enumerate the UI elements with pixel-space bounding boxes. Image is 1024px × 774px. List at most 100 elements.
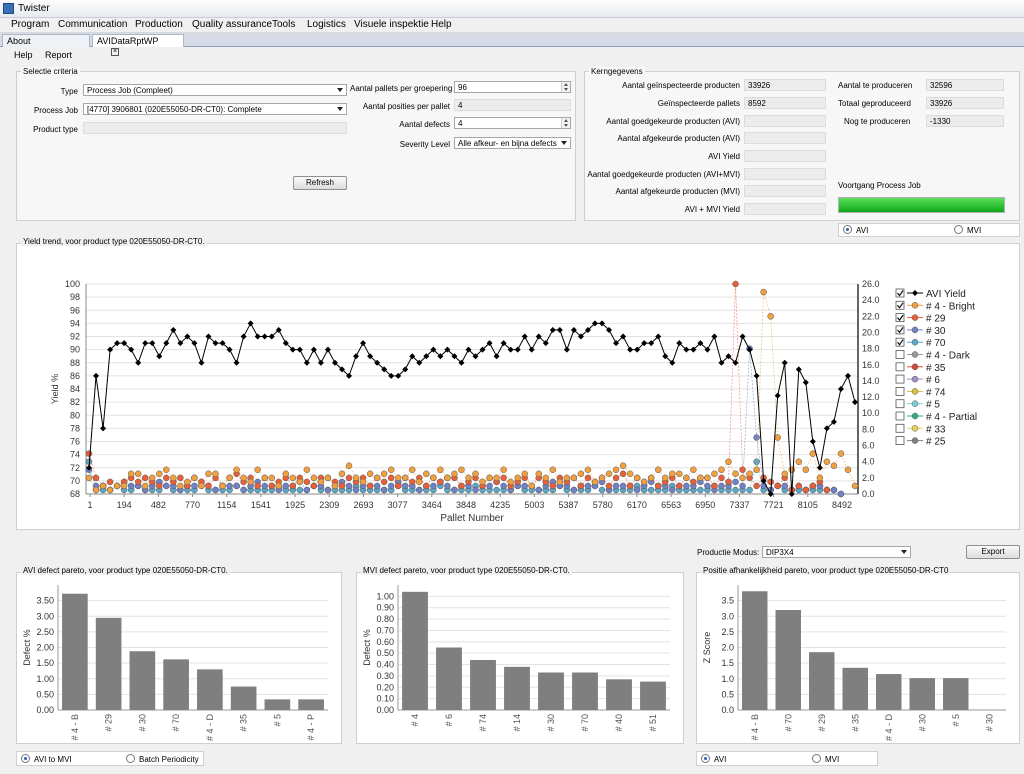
pareto-bar (436, 647, 462, 710)
kern-value-text: 8592 (748, 99, 766, 108)
y-tick-label: 3.00 (36, 611, 54, 621)
series-4-bright-point (760, 288, 767, 296)
avi-yield-point (289, 346, 296, 353)
x-tick-label: 3848 (456, 500, 476, 510)
avi-yield-point (93, 372, 100, 379)
series-4-bright-point (725, 458, 732, 465)
avi-yield-point (275, 326, 282, 333)
positie-avi-radio[interactable] (701, 754, 710, 763)
avi-yield-point (549, 326, 556, 333)
kern-right-value-text: 32596 (930, 81, 953, 90)
series-4-bright-point (556, 478, 564, 486)
avi-yield-point (374, 359, 381, 366)
close-icon[interactable]: × (111, 47, 119, 56)
kern-right-value: 32596 (926, 79, 1004, 91)
submenu-report[interactable]: Report (45, 50, 73, 60)
avi-yield-point (353, 353, 360, 360)
menu-program[interactable]: Program (11, 19, 50, 30)
submenu-help[interactable]: Help (14, 50, 33, 60)
pareto-mode-toggle (16, 751, 204, 766)
spinner-icon[interactable] (561, 118, 570, 128)
menu-communication[interactable]: Communication (58, 19, 128, 30)
series-30-point (584, 482, 592, 490)
x-tick-label: # 4 - D (205, 714, 215, 742)
y2-tick-label: 18.0 (862, 344, 880, 354)
pallets-per-groepering-input[interactable]: 96 (454, 81, 571, 93)
avi-yield-point (823, 425, 830, 432)
type-select[interactable]: Process Job (Compleet) (83, 84, 347, 96)
x-tick-label: 4235 (490, 500, 510, 510)
series-4-bright-point (844, 466, 852, 474)
menu-tools[interactable]: Tools (272, 19, 296, 30)
tab-avidatarptwp[interactable]: AVIDataRptWP× (92, 34, 184, 56)
series-4-bright-point (170, 474, 177, 482)
y-tick-label: 0.30 (376, 671, 394, 681)
avi-yield-point (514, 346, 521, 353)
y-tick-label: 0.5 (721, 689, 734, 699)
spinner-icon[interactable] (561, 82, 570, 92)
x-tick-label: 7721 (764, 500, 784, 510)
severity-level-select[interactable]: Alle afkeur- en bijna defects (454, 137, 571, 149)
series-4-bright-point (753, 466, 760, 474)
series-4-bright-point (823, 458, 831, 465)
mvi-radio[interactable] (954, 225, 963, 234)
series-30-point (401, 482, 409, 490)
avi-yield-point (367, 353, 374, 360)
legend-label: # 74 (926, 387, 946, 398)
refresh-button[interactable]: Refresh (293, 176, 347, 190)
tab-about[interactable]: About (2, 34, 90, 47)
avi-yield-point (240, 333, 247, 340)
avi-yield-point (704, 346, 711, 353)
avi-yield-point (402, 366, 409, 373)
series-4-bright-point (317, 478, 325, 486)
avi-yield-point (725, 353, 732, 360)
export-button[interactable]: Export (966, 545, 1020, 559)
series-30-point (619, 482, 627, 490)
y-tick-label: 0.60 (376, 637, 394, 647)
avi-yield-point (809, 438, 816, 445)
series-29-point (268, 482, 275, 490)
avi-yield-point (711, 333, 718, 340)
y-tick-label: 1.00 (36, 674, 54, 684)
aantal-defects-input[interactable]: 4 (454, 117, 571, 129)
menu-quality-assurance[interactable]: Quality assurance (192, 19, 273, 30)
legend-marker (911, 363, 919, 371)
avi-yield-point (437, 353, 444, 360)
avi-to-mvi-radio[interactable] (21, 754, 30, 763)
x-tick-label: # 6 (444, 714, 454, 727)
y-tick-label: 76 (70, 437, 80, 447)
menu-help[interactable]: Help (431, 19, 452, 30)
pareto-bar (470, 660, 496, 710)
series-30-point (633, 486, 641, 494)
series-4-bright-point (809, 450, 817, 457)
series-4-bright-point (177, 482, 184, 490)
avi-yield-point (219, 340, 226, 347)
posities-per-pallet-value: 4 (458, 101, 463, 110)
pareto-bar (62, 593, 88, 710)
batch-periodicity-radio[interactable] (126, 754, 135, 763)
menu-logistics[interactable]: Logistics (307, 19, 346, 30)
avi-yield-point (613, 340, 620, 347)
legend-label: # 6 (926, 375, 940, 386)
series-30-point (191, 482, 198, 490)
kern-right-value: -1330 (926, 115, 1004, 127)
x-tick-label: 6563 (661, 500, 681, 510)
pareto-bar (298, 699, 324, 710)
series-30-point (345, 482, 353, 490)
series-4-bright-point (219, 482, 226, 490)
avi-yield-point (261, 333, 268, 340)
menu-production[interactable]: Production (135, 19, 183, 30)
series-4-bright-point (127, 470, 135, 478)
x-tick-label: # 5 (272, 714, 282, 727)
avi-radio[interactable] (843, 225, 852, 234)
series-4-bright-point (451, 470, 458, 478)
productie-modus-select[interactable]: DIP3X4 (762, 546, 911, 558)
menu-visuele-inspektie[interactable]: Visuele inspektie (354, 19, 429, 30)
series-30-point (163, 482, 170, 490)
legend-checkbox (895, 313, 905, 322)
series-4-bright-point (198, 482, 205, 490)
positie-mvi-radio[interactable] (812, 754, 821, 763)
series-4-bright-point (191, 474, 198, 482)
process-job-select[interactable]: [4770] 3906801 (020E55050-DR-CT0): Compl… (83, 103, 347, 115)
pareto-bar (95, 617, 122, 710)
